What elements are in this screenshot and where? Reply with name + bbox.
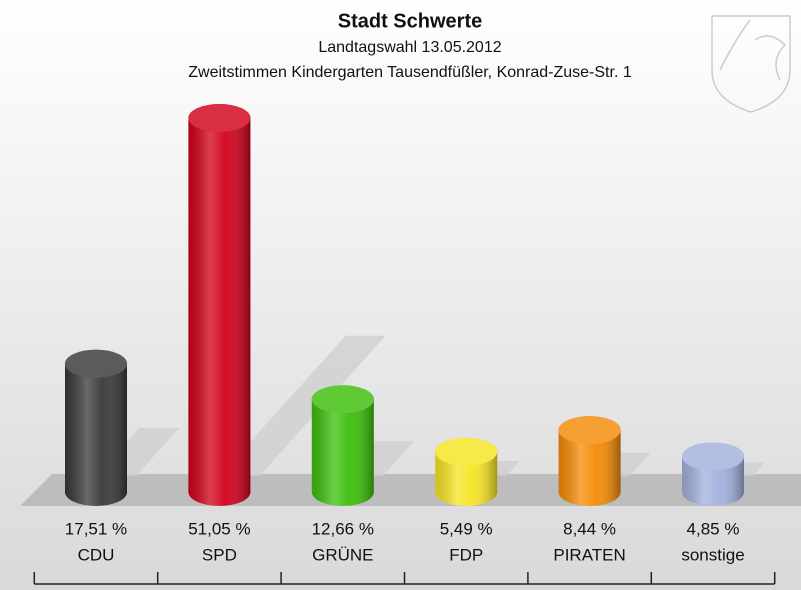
x-tick-label: SPD [202,545,237,564]
bar-top-highlight [65,349,127,378]
bar-top-highlight [435,437,498,466]
bar-shading [65,349,127,506]
value-label: 8,44 % [563,519,616,538]
x-tick-label: FDP [449,545,483,564]
coat-of-arms [711,15,791,113]
bar-top-highlight [682,442,744,471]
chart-caption: Zweitstimmen Kindergarten Tausendfüßler,… [188,64,632,81]
x-tick-label: PIRATEN [553,545,625,564]
bar-shading [311,385,374,507]
bar-top [188,104,251,132]
bar-top [435,437,498,466]
bar-top [65,349,127,378]
labels: 17,51 % CDU 51,05 % SPD 12,66 % GRÜNE 5,49 % FD… [33,519,776,585]
value-label: 17,51 % [65,519,127,538]
value-label: 4,85 % [687,519,740,538]
x-tick-label: CDU [78,545,115,564]
value-label: 12,66 % [312,519,374,538]
bar-top [558,416,621,445]
chart-subtitle: Landtagswahl 13.05.2012 [318,39,501,56]
chart-title: Stadt Schwerte [338,10,482,32]
bar-shading [188,104,251,507]
bars [65,104,744,507]
value-label: 51,05 % [188,519,250,538]
bar-top-highlight [311,385,374,414]
bar-shadow [219,335,386,476]
bar-top [311,385,374,414]
bar-top [682,442,744,471]
bar-top-highlight [558,416,621,445]
bar-top-highlight [188,104,251,132]
value-label: 5,49 % [440,519,493,538]
x-tick-label: sonstige [681,545,744,564]
x-tick-label: GRÜNE [312,545,373,564]
